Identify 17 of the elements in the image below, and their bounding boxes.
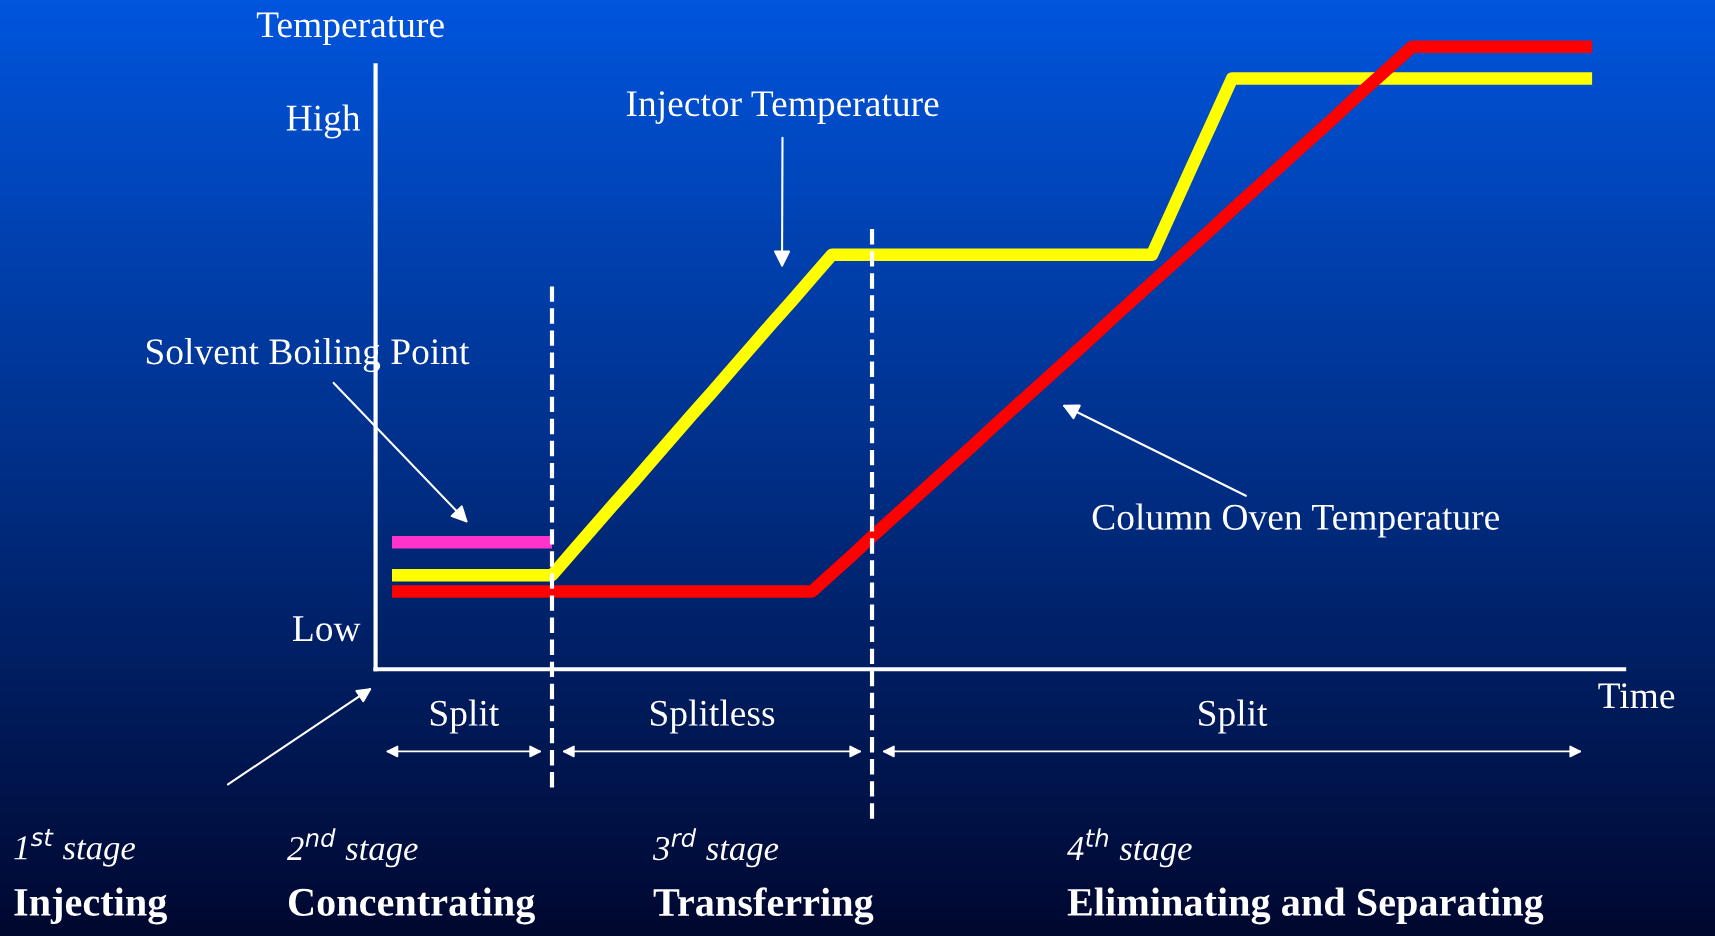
text: 2$^{nd}$ stage bbox=[287, 828, 418, 868]
x-axis-title: Time bbox=[1598, 683, 1675, 709]
text: Split bbox=[430, 699, 500, 734]
text: Eliminating and Separating bbox=[1067, 887, 1544, 925]
text: Low bbox=[292, 616, 361, 642]
text: Concentrating bbox=[288, 887, 535, 925]
text: 3$^{rd}$ stage bbox=[652, 828, 779, 868]
text: 1$^{st}$ stage bbox=[14, 828, 136, 867]
text: High bbox=[286, 104, 361, 139]
annotation: Injector Temperature bbox=[626, 91, 939, 124]
y-axis-title: Temperature bbox=[256, 12, 444, 46]
text: Transferring bbox=[653, 887, 874, 925]
text: Splitless bbox=[650, 699, 775, 734]
annotation: Column Oven Temperature bbox=[1092, 503, 1499, 538]
text: Injecting bbox=[14, 887, 167, 925]
text: 4$^{th}$ stage bbox=[1067, 828, 1192, 868]
text: Split bbox=[1199, 699, 1268, 734]
